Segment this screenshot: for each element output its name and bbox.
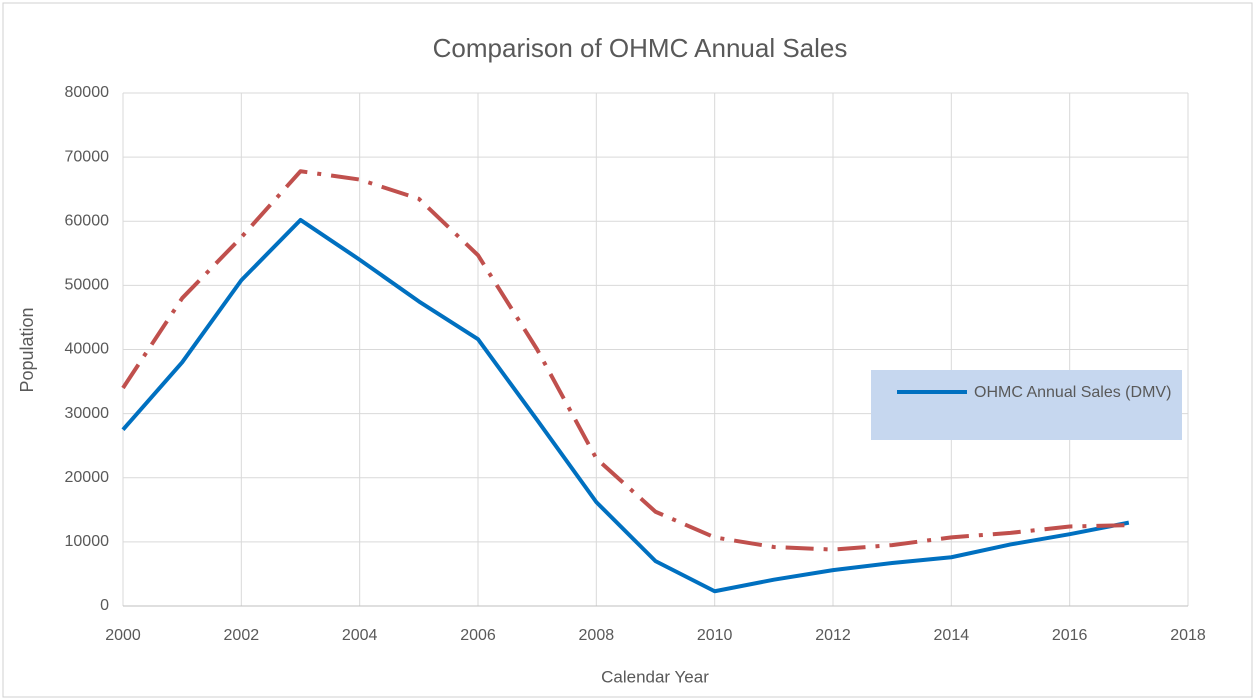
x-tick-label: 2014 [934,627,970,644]
y-tick-label: 10000 [65,533,110,550]
chart-title: Comparison of OHMC Annual Sales [433,33,848,63]
legend-box [871,370,1182,440]
x-tick-label: 2004 [342,627,378,644]
series-line [121,169,1129,552]
x-tick-label: 2012 [815,627,851,644]
y-axis-label: Population [17,307,37,392]
x-axis-label: Calendar Year [601,667,709,686]
y-tick-label: 50000 [65,277,110,294]
y-tick-label: 40000 [65,341,110,358]
y-tick-label: 80000 [65,84,110,101]
x-tick-label: 2008 [579,627,615,644]
series-line [121,217,1130,594]
x-tick-label: 2010 [697,627,733,644]
legend-label: OHMC Annual Sales (DMV) [974,384,1172,401]
x-tick-label: 2002 [224,627,260,644]
y-tick-label: 20000 [65,469,110,486]
x-tick-label: 2000 [105,627,141,644]
x-tick-label: 2016 [1052,627,1088,644]
y-tick-label: 0 [100,597,109,614]
x-tick-label: 2006 [460,627,496,644]
x-tick-label: 2018 [1170,627,1206,644]
y-tick-label: 30000 [65,405,110,422]
y-tick-label: 70000 [65,148,110,165]
y-tick-label: 60000 [65,212,110,229]
